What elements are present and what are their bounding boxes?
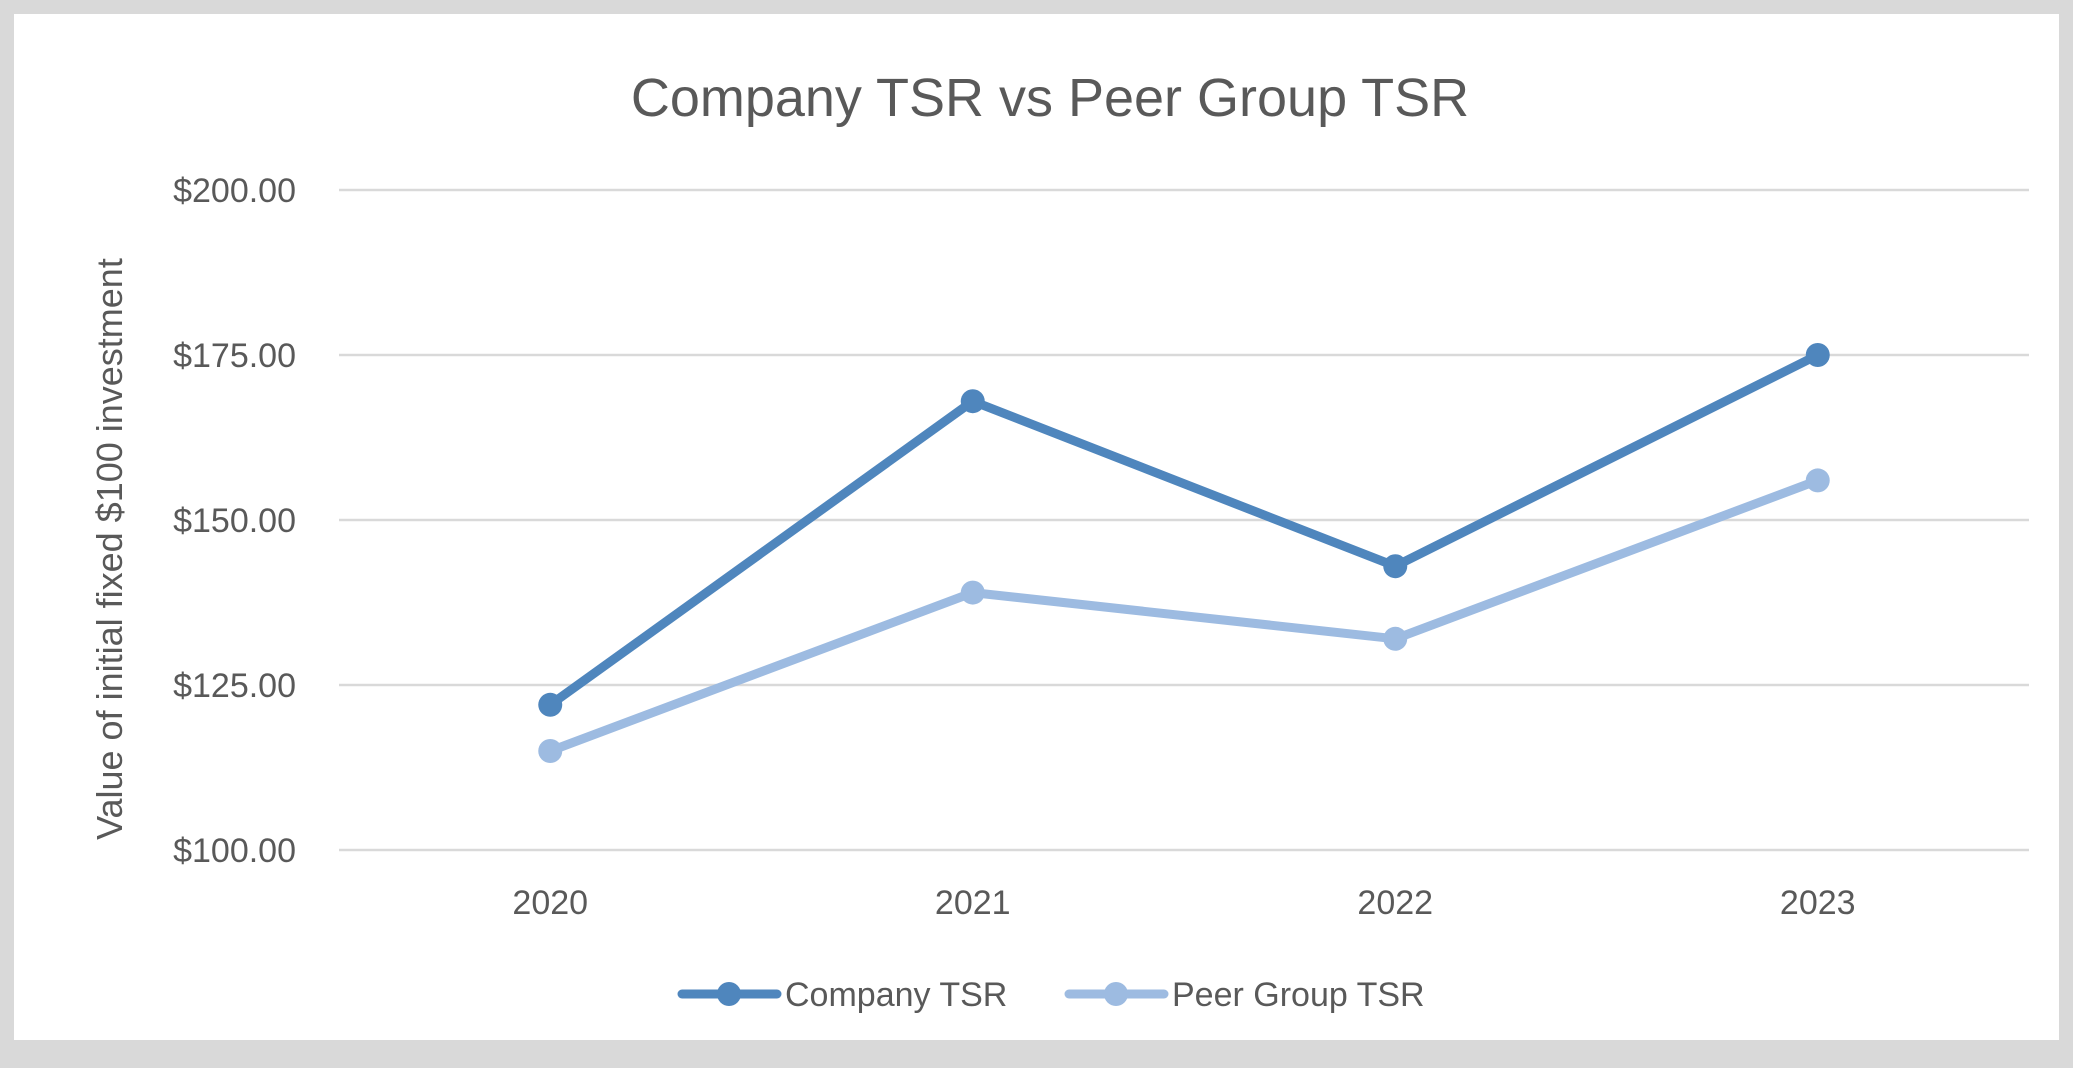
x-tick-label-2022: 2022	[1357, 884, 1433, 922]
legend-label-0: Company TSR	[785, 976, 1007, 1014]
data-point-0-2	[1383, 554, 1408, 579]
legend-label-1: Peer Group TSR	[1172, 976, 1425, 1014]
x-tick-label-2023: 2023	[1780, 884, 1856, 922]
y-tick-label: $175.00	[173, 337, 296, 375]
x-tick-label-2021: 2021	[935, 884, 1011, 922]
series-layer	[538, 343, 1830, 763]
series-line-1	[545, 475, 1823, 756]
x-tick-labels: 2020 2021 2022 2023	[512, 884, 1855, 922]
data-point-0-1	[960, 389, 985, 414]
y-tick-label: $125.00	[173, 667, 296, 705]
legend-swatch-marker-1	[1104, 982, 1128, 1006]
chart-svg: Company TSR vs Peer Group TSR Value of i…	[89, 68, 2029, 1014]
legend-item-1: Peer Group TSR	[1064, 976, 1425, 1014]
data-point-1-2	[1383, 626, 1408, 651]
y-axis-label: Value of initial fixed $100 investment	[89, 258, 130, 840]
x-tick-label-2020: 2020	[512, 884, 588, 922]
data-point-0-0	[538, 692, 563, 717]
legend-item-0: Company TSR	[677, 976, 1007, 1014]
series-1	[538, 468, 1830, 763]
chart-title: Company TSR vs Peer Group TSR	[631, 68, 1469, 128]
legend-swatch-marker-0	[717, 982, 741, 1006]
data-point-1-0	[538, 739, 563, 763]
gridlines	[339, 188, 2029, 852]
y-tick-label: $100.00	[173, 832, 296, 870]
data-point-1-1	[960, 580, 985, 605]
legend: Company TSR Peer Group TSR	[677, 976, 1425, 1014]
series-line-0	[545, 350, 1823, 710]
y-tick-label: $150.00	[173, 502, 296, 540]
series-0	[538, 343, 1830, 717]
y-tick-labels: $100.00 $125.00 $150.00 $175.00 $200.00	[173, 172, 296, 870]
data-point-0-3	[1805, 343, 1830, 367]
y-tick-label: $200.00	[173, 172, 296, 210]
data-point-1-3	[1805, 468, 1830, 493]
